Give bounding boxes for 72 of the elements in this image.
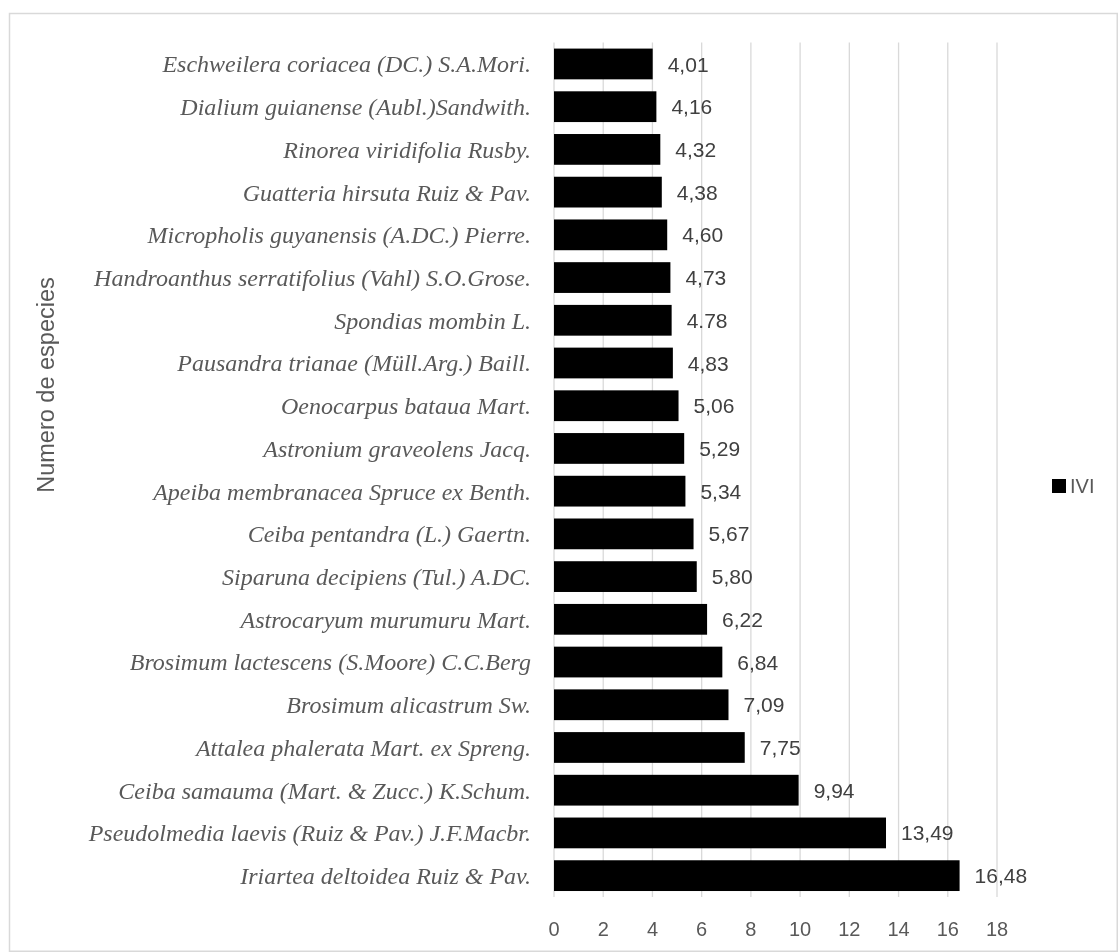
data-label: 4,73: [685, 266, 727, 290]
bar: [554, 561, 697, 592]
data-label: 5,67: [708, 522, 750, 546]
data-label: 16,48: [974, 864, 1028, 888]
data-label: 6,84: [737, 650, 779, 674]
data-label: 6,22: [722, 607, 763, 631]
bar: [554, 91, 657, 123]
bar: [554, 304, 672, 336]
bar: [554, 475, 686, 507]
y-tick-label: Oenocarpus bataua Mart.: [281, 393, 531, 420]
data-label: 7,75: [759, 736, 801, 760]
bar: [554, 603, 708, 635]
y-tick-label: Guatteria hirsuta Ruiz & Pav.: [242, 179, 531, 206]
y-tick-label: Spondias mombin L.: [334, 307, 531, 334]
bar: [554, 390, 679, 422]
bar: [554, 262, 671, 293]
x-tick-label: 16: [936, 918, 959, 940]
data-label: 4,83: [687, 351, 729, 375]
bar: [554, 176, 662, 208]
bar: [554, 646, 723, 678]
y-tick-label: Brosimum alicastrum Sw.: [286, 692, 531, 719]
x-tick-label: 0: [548, 918, 560, 940]
y-tick-label: Astrocaryum murumuru Mart.: [238, 606, 531, 633]
y-tick-label: Eschweilera coriacea (DC.) S.A.Mori.: [161, 51, 531, 78]
bar: [554, 817, 886, 849]
y-tick-label: Ceiba samauma (Mart. & Zucc.) K.Schum.: [118, 777, 531, 804]
y-tick-label: Ceiba pentandra (L.) Gaertn.: [247, 521, 531, 548]
data-label: 13,49: [901, 821, 954, 845]
y-tick-label: Astronium graveolens Jacq.: [261, 435, 531, 462]
y-tick-label: Dialium guianense (Aubl.)Sandwith.: [179, 94, 531, 121]
data-label: 7,09: [743, 693, 785, 717]
data-label: 4,16: [671, 95, 713, 119]
bar: [554, 774, 799, 806]
x-tick-label: 14: [887, 918, 910, 940]
data-label: 4,60: [682, 223, 724, 247]
y-tick-label: Rinorea viridifolia Rusby.: [282, 136, 531, 163]
bar: [554, 689, 729, 721]
x-tick-label: 4: [646, 918, 659, 940]
data-label: 4,38: [676, 180, 718, 204]
bar: [554, 134, 661, 165]
y-tick-label: Apeiba membranacea Spruce ex Benth.: [151, 478, 531, 505]
data-label: 4,32: [675, 137, 717, 161]
x-tick-label: 6: [696, 918, 708, 940]
y-tick-label: Siparuna decipiens (Tul.) A.DC.: [222, 564, 531, 590]
legend-label: IVI: [1070, 475, 1095, 498]
data-label: 4.78: [686, 308, 728, 332]
data-label: 4,01: [667, 52, 709, 76]
x-tick-label: 12: [838, 918, 861, 940]
data-label: 9,94: [813, 778, 855, 802]
y-tick-label: Iriartea deltoidea Ruiz & Pav.: [239, 863, 531, 890]
y-tick-label: Pseudolmedia laevis (Ruiz & Pav.) J.F.Macbr.: [87, 820, 531, 847]
y-tick-label: Brosimum lactescens (S.Moore) C.C.Berg: [129, 649, 531, 676]
bar: [554, 347, 673, 379]
x-tick-label: 10: [788, 918, 812, 940]
y-tick-label: Pausandra trianae (Müll.Arg.) Baill.: [176, 350, 531, 377]
bar: [554, 860, 960, 892]
bar: [554, 48, 653, 80]
data-label: 5,80: [711, 565, 753, 589]
data-label: 5,34: [700, 479, 742, 503]
bar: [554, 732, 745, 763]
bar: [554, 518, 694, 550]
y-tick-label: Attalea phalerata Mart. ex Spreng.: [193, 734, 531, 761]
data-label: 5,29: [699, 437, 741, 460]
y-axis-title: Numero de especies: [33, 277, 60, 493]
x-tick-label: 2: [597, 918, 609, 940]
y-tick-label: Handroanthus serratifolius (Vahl) S.O.Grose.: [93, 264, 531, 291]
y-tick-label: Micropholis guyanensis (A.DC.) Pierre.: [146, 222, 531, 249]
bar: [554, 219, 668, 251]
bar: [554, 433, 685, 464]
x-tick-label: 8: [745, 918, 757, 940]
data-label: 5,06: [693, 394, 735, 418]
x-tick-label: 18: [985, 918, 1009, 940]
